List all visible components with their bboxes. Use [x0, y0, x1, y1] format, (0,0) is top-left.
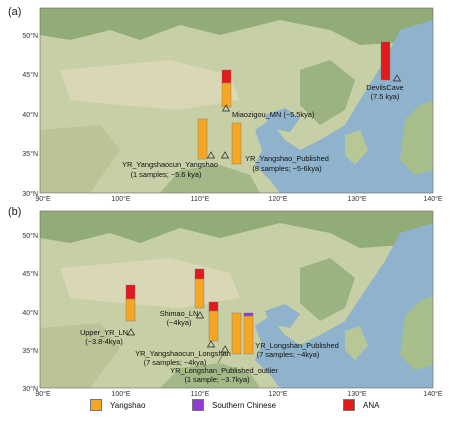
label-devilscave-1: DevilsCave [366, 83, 403, 92]
bar-shimao-ana [194, 268, 205, 280]
lat-tick-45: 45°N [22, 71, 38, 79]
leader-line-lpo [217, 351, 225, 364]
label-upper-yr-1: Upper_YR_LN [80, 328, 128, 337]
bar-devilscave-ana [380, 41, 391, 81]
bar-ycl-yangshao [208, 310, 219, 342]
label-ycl-1: YR_Yangshaocun_Longshan [135, 349, 231, 358]
legend-item-southern-chinese: Southern Chinese [192, 399, 276, 411]
label-shimao-1: Shimao_LN [160, 309, 199, 318]
lat-tick-40: 40°N [22, 111, 38, 119]
legend-item-yangshao: Yangshao [90, 399, 145, 411]
label-yangshaocun-2: (1 samples; ~5.6 kya) [131, 170, 202, 179]
lon-ticks-a: 90°E 100°E 110°E 120°E 130°E 140°E [35, 195, 443, 203]
lat-tick-35: 35°N [22, 150, 38, 158]
forest-north-b [40, 211, 433, 248]
lat-tick-50-b: 50°N [22, 232, 38, 240]
lat-tick-30-b: 30°N [22, 385, 38, 393]
site-marker-shimao [195, 311, 205, 319]
lon-tick-140-b: 140°E [423, 390, 442, 398]
lat-tick-50: 50°N [22, 32, 38, 40]
lon-tick-110: 110°E [191, 195, 210, 203]
label-lp-2: (7 samples; ~4kya) [257, 350, 320, 359]
label-shimao-2: (~4kya) [167, 318, 192, 327]
bar-upper-yr-yangshao [125, 298, 136, 322]
site-marker-miaozigou [221, 104, 231, 112]
label-yangshao-pub-2: (8 samples; ~5-6kya) [252, 164, 321, 173]
lat-tick-40-b: 40°N [22, 309, 38, 317]
forest-manchuria [300, 60, 355, 125]
label-lpo-2: (1 sample; ~3.7kya) [184, 375, 249, 384]
forest-south [160, 165, 260, 193]
bar-lp-yangshao [243, 315, 254, 355]
label-ycl-2: (7 samples; ~4kya) [144, 358, 207, 367]
label-miaozigou: Miaozigou_MN (~5.5kya) [232, 110, 314, 119]
legend-swatch-ana [343, 399, 355, 411]
map-panel-b: 90°E 100°E 110°E 120°E 130°E 140°E 30°N … [22, 210, 443, 398]
lon-tick-140: 140°E [423, 195, 442, 203]
site-marker-yangshao-pub [220, 151, 230, 159]
site-marker-yangshaocun [206, 151, 216, 159]
bar-miaozigou-yangshao [221, 82, 232, 108]
lon-tick-130-b: 130°E [347, 390, 366, 398]
panel-label-b: (b) [8, 206, 22, 218]
lon-tick-120: 120°E [268, 195, 287, 203]
desert-region [60, 60, 240, 110]
forest-south-b [160, 363, 260, 388]
lon-ticks-b: 90°E 100°E 110°E 120°E 130°E 140°E [35, 390, 443, 398]
label-yangshao-pub-1: YR_Yangshao_Published [245, 154, 329, 163]
lat-ticks-b: 30°N 35°N 40°N 45°N 50°N [22, 232, 38, 393]
sea-region-b [255, 223, 433, 388]
lon-tick-100: 100°E [111, 195, 130, 203]
map-panel-a: 90°E 100°E 110°E 120°E 130°E 140°E 30°N … [22, 7, 443, 203]
lon-tick-90-b: 90°E [35, 390, 51, 398]
legend-item-ana: ANA [343, 399, 379, 411]
forest-north [40, 8, 433, 45]
label-upper-yr-2: (~3.8-4kya) [85, 337, 123, 346]
lon-tick-90: 90°E [35, 195, 51, 203]
bar-yangshaocun-yangshao [197, 118, 208, 160]
bar-upper-yr-ana [125, 284, 136, 300]
legend-label-yangshao: Yangshao [110, 400, 146, 410]
legend: Yangshao Southern Chinese ANA [0, 395, 471, 415]
lon-tick-130: 130°E [347, 195, 366, 203]
bar-yangshao-pub-yangshao [231, 122, 242, 165]
legend-swatch-yangshao [90, 399, 102, 411]
label-devilscave-2: (7.5 kya) [371, 92, 400, 101]
plateau-region-b [40, 323, 120, 388]
site-marker-ycl [206, 340, 216, 348]
lat-tick-35-b: 35°N [22, 347, 38, 355]
lon-tick-100-b: 100°E [111, 390, 130, 398]
japan-land-b [400, 296, 433, 370]
lon-tick-120-b: 120°E [268, 390, 287, 398]
label-lp-1: YR_Longshan_Published [255, 341, 338, 350]
panel-label-a: (a) [8, 6, 22, 18]
label-lpo-1: YR_Longshan_Published_outlier [170, 366, 278, 375]
site-marker-upper-yr [126, 328, 136, 336]
legend-label-ana: ANA [363, 400, 380, 410]
bar-shimao-yangshao [194, 278, 205, 309]
frame-a [39, 7, 434, 194]
site-marker-lpo [220, 345, 230, 353]
bar-ycl-ana [208, 301, 219, 312]
legend-label-southern-chinese: Southern Chinese [212, 400, 277, 410]
bar-lpo-yangshao [231, 312, 242, 355]
korea-land [345, 130, 368, 165]
bohai-sea [265, 108, 300, 132]
forest-manchuria-b [300, 258, 355, 321]
legend-swatch-southern-chinese [192, 399, 204, 411]
plateau-region [40, 125, 120, 193]
lat-ticks-a: 30°N 35°N 40°N 45°N 50°N [22, 32, 38, 198]
lon-tick-110-b: 110°E [191, 390, 210, 398]
bar-lp-southern [243, 312, 254, 317]
lat-tick-45-b: 45°N [22, 270, 38, 278]
bohai-sea-b [265, 304, 300, 328]
japan-land [400, 100, 433, 175]
korea-land-b [345, 326, 368, 360]
site-marker-devilscave [392, 74, 402, 82]
lat-tick-30: 30°N [22, 190, 38, 198]
bar-miaozigou-ana [221, 69, 232, 84]
frame-b [39, 210, 434, 389]
label-yangshaocun-1: YR_Yangshaocun_Yangshao [122, 160, 218, 169]
